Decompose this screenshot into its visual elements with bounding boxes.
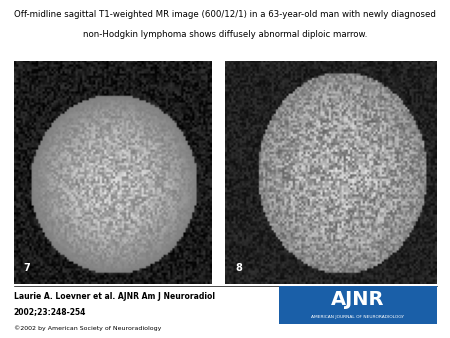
Text: AJNR: AJNR — [331, 290, 384, 309]
Text: AMERICAN JOURNAL OF NEURORADIOLOGY: AMERICAN JOURNAL OF NEURORADIOLOGY — [311, 315, 404, 319]
Text: non-Hodgkin lymphoma shows diffusely abnormal diploic marrow.: non-Hodgkin lymphoma shows diffusely abn… — [83, 30, 367, 40]
Bar — [279, 286, 436, 324]
Text: Off-midline sagittal T1-weighted MR image (600/12/1) in a 63-year-old man with n: Off-midline sagittal T1-weighted MR imag… — [14, 10, 436, 19]
Text: ©2002 by American Society of Neuroradiology: ©2002 by American Society of Neuroradiol… — [14, 325, 161, 331]
Text: Laurie A. Loevner et al. AJNR Am J Neuroradiol: Laurie A. Loevner et al. AJNR Am J Neuro… — [14, 292, 215, 301]
Text: 8: 8 — [236, 263, 243, 273]
Text: 7: 7 — [23, 263, 30, 273]
Text: 2002;23:248-254: 2002;23:248-254 — [14, 307, 86, 316]
